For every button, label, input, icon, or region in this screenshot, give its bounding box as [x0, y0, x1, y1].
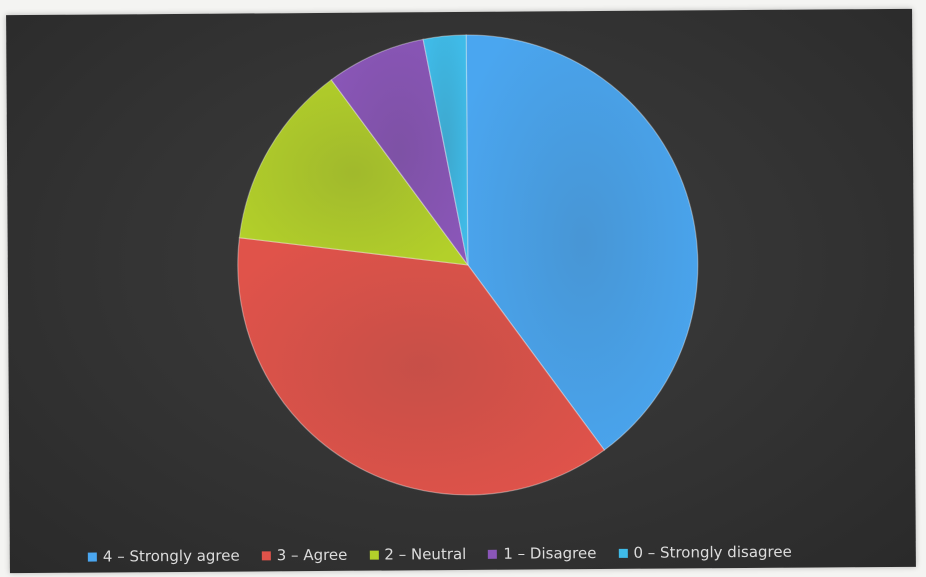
legend-item-strongly-agree: 4 – Strongly agree: [87, 546, 240, 566]
legend-swatch: [488, 549, 498, 559]
legend-item-disagree: 1 – Disagree: [488, 544, 597, 563]
legend-label: 3 – Agree: [276, 545, 348, 565]
chart-card: 4 – Strongly agree 3 – Agree 2 – Neutral…: [6, 8, 916, 574]
legend-swatch: [261, 550, 271, 560]
pie-chart: [237, 34, 699, 496]
legend-label: 4 – Strongly agree: [102, 546, 240, 566]
legend-swatch: [87, 552, 97, 562]
pie-slice-4: [422, 34, 469, 266]
legend-item-neutral: 2 – Neutral: [369, 545, 466, 564]
pie-slice-1: [237, 237, 606, 496]
chart-legend: 4 – Strongly agree 3 – Agree 2 – Neutral…: [87, 537, 908, 571]
legend-swatch: [369, 550, 379, 560]
pie-slice-3: [330, 38, 469, 266]
legend-label: 0 – Strongly disagree: [633, 542, 792, 562]
legend-item-agree: 3 – Agree: [261, 545, 348, 565]
legend-label: 2 – Neutral: [384, 544, 467, 564]
legend-item-strongly-disagree: 0 – Strongly disagree: [618, 542, 792, 562]
legend-label: 1 – Disagree: [503, 544, 597, 563]
legend-swatch: [618, 548, 628, 558]
pie-slice-0: [465, 34, 699, 451]
pie-slice-2: [238, 78, 470, 266]
